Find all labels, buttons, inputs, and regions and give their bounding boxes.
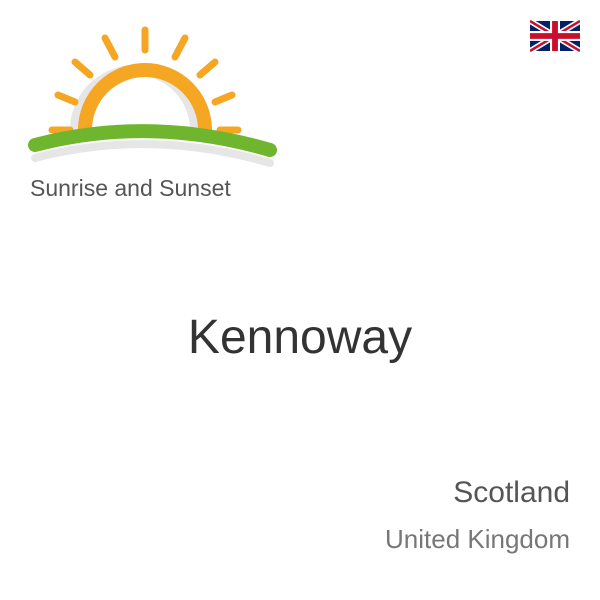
tagline-text: Sunrise and Sunset — [30, 175, 231, 202]
country-name: United Kingdom — [385, 524, 570, 555]
sunrise-icon — [20, 20, 280, 180]
region-name: Scotland — [453, 476, 570, 510]
uk-flag-icon — [530, 20, 580, 52]
sunrise-logo — [20, 20, 280, 180]
city-name: Kennoway — [0, 310, 600, 365]
